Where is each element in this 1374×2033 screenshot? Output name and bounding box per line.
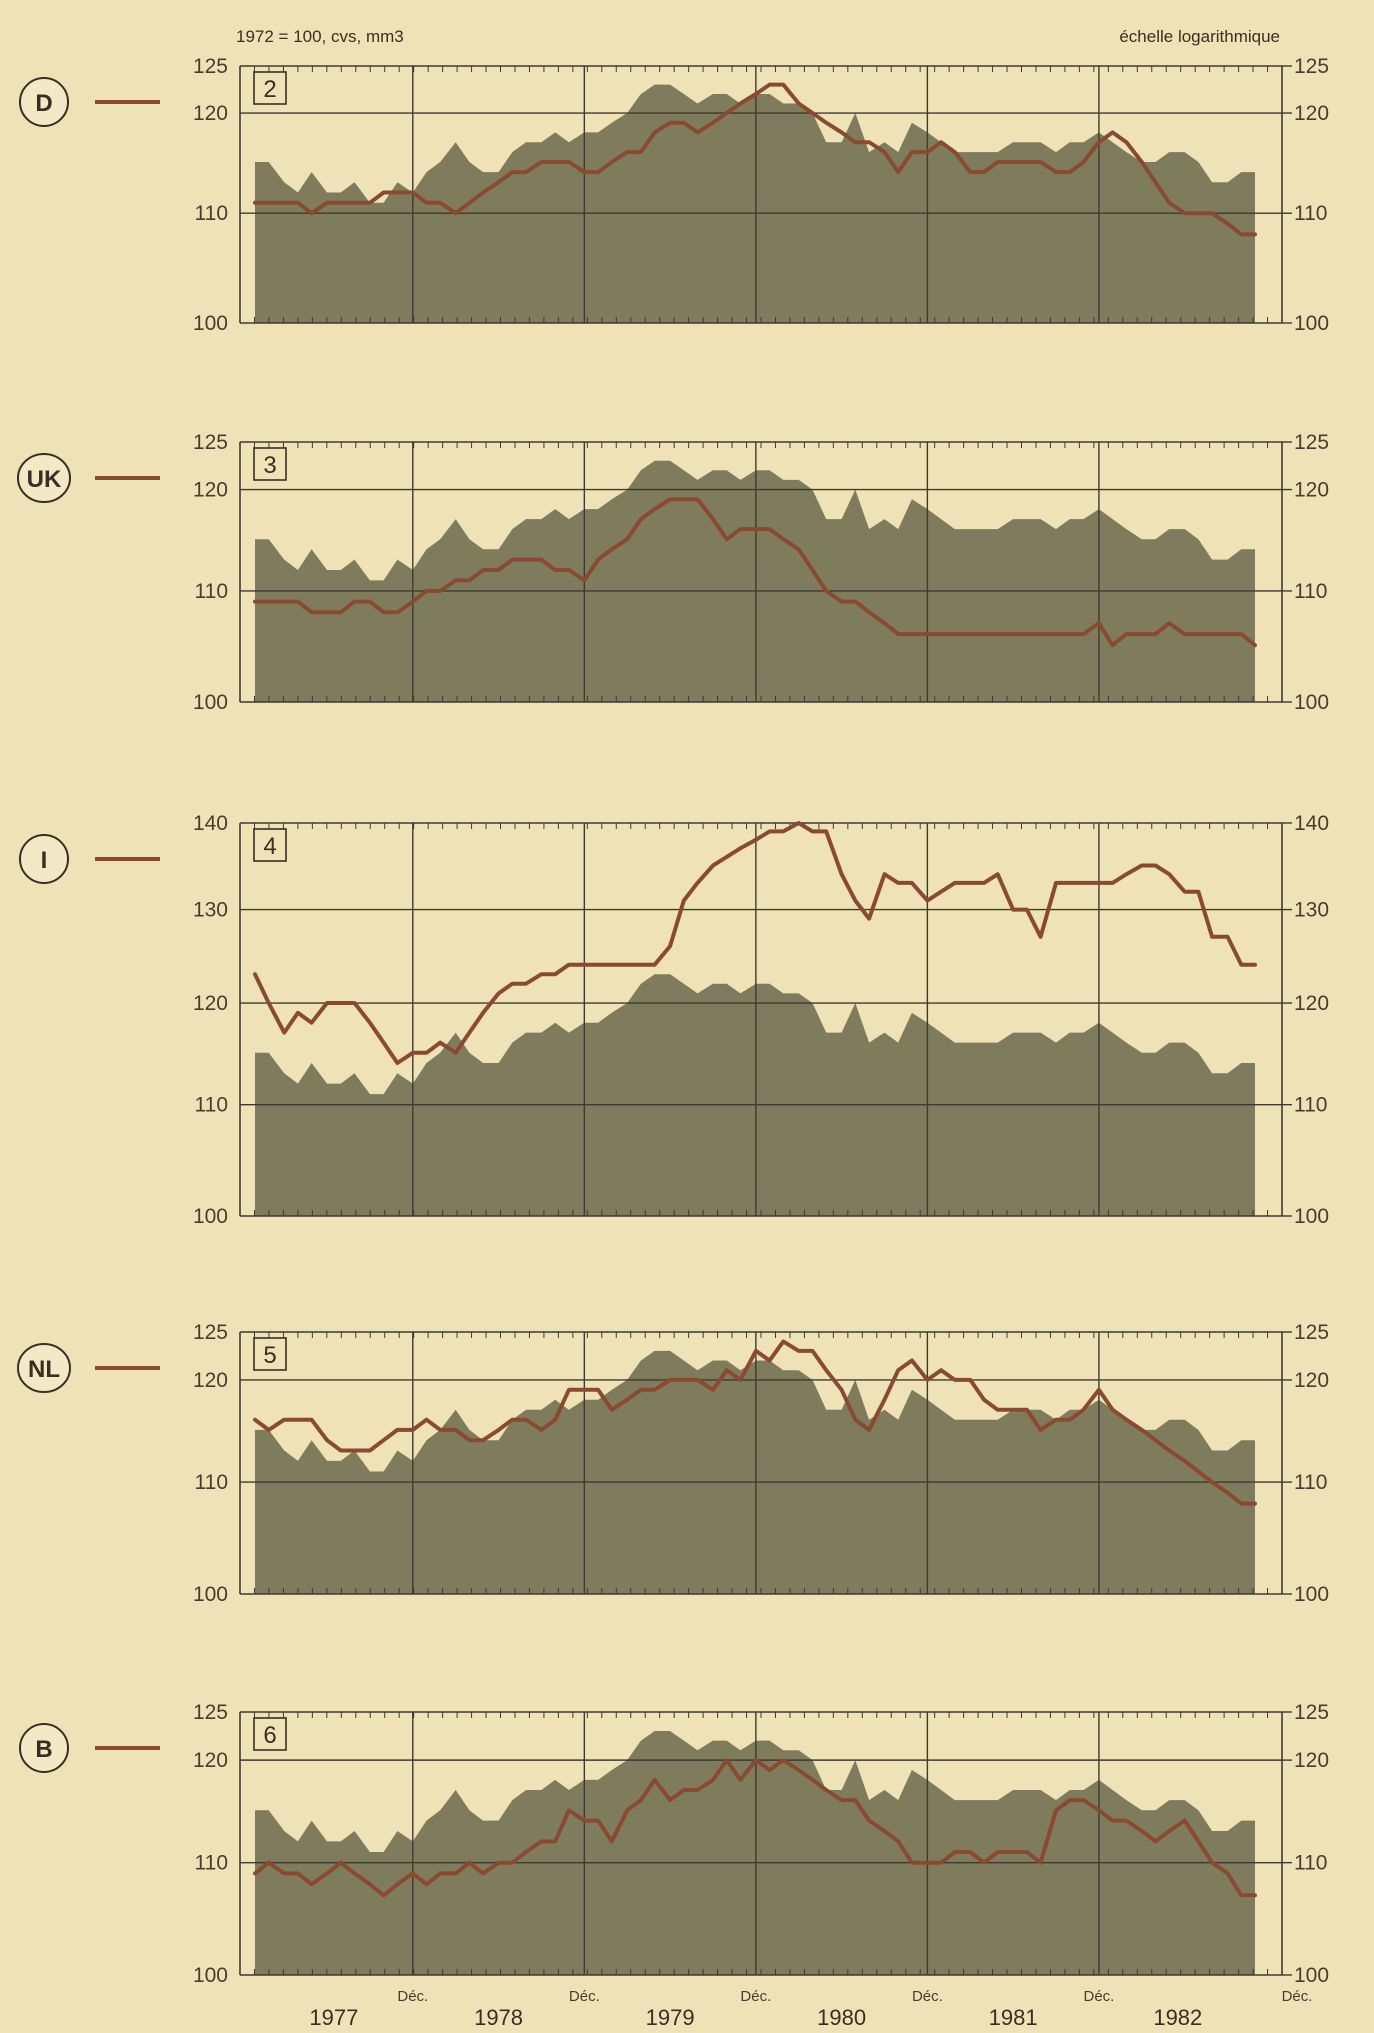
y-tick-right-110: 110 (1294, 202, 1327, 225)
area-series-UK (255, 460, 1255, 702)
y-tick-left-110: 110 (195, 1471, 228, 1494)
year-label-1979: 1979 (646, 2005, 695, 2030)
time-axis: Déc. Déc. Déc. Déc. Déc. Déc. 1977 1978 1979 1980… (309, 1988, 1312, 2030)
panel-3: 100 100 110 110 120 120 125 125 3 UK (17, 431, 1329, 714)
y-tick-right-100: 100 (1294, 312, 1329, 335)
country-badge-UK (17, 453, 71, 503)
y-tick-left-110: 110 (195, 1094, 228, 1117)
country-label: I (41, 847, 48, 874)
area-series-B (255, 1731, 1255, 1975)
y-tick-right-125: 125 (1294, 55, 1329, 78)
panel-number-box (253, 828, 287, 862)
panel-5: 100 100 110 110 120 120 125 125 5 NL (17, 1321, 1329, 1606)
y-tick-right-130: 130 (1294, 899, 1329, 922)
y-tick-right-125: 125 (1294, 1701, 1329, 1724)
panel-number: 3 (263, 452, 276, 479)
y-tick-left-125: 125 (193, 55, 228, 78)
y-tick-left-125: 125 (193, 1321, 228, 1344)
panel-6: 100 100 110 110 120 120 125 125 6 B (19, 1701, 1329, 1987)
line-series-I (253, 821, 1257, 1065)
year-label-1977: 1977 (309, 2005, 358, 2030)
area-series-NL (255, 1350, 1255, 1594)
year-label-1982: 1982 (1153, 2005, 1202, 2030)
panel-number: 4 (263, 833, 276, 860)
panel-4: 100 100 110 110 120 120 130 130 140 140 4 I (19, 812, 1329, 1228)
y-tick-left-100: 100 (193, 1583, 228, 1606)
y-tick-right-110: 110 (1294, 580, 1327, 603)
y-tick-left-125: 125 (193, 1701, 228, 1724)
y-tick-right-110: 110 (1294, 1094, 1327, 1117)
panel-number: 2 (263, 76, 276, 103)
y-tick-left-120: 120 (193, 1749, 228, 1772)
dec-tick-label: Déc. (740, 1988, 771, 2005)
y-tick-right-125: 125 (1294, 1321, 1329, 1344)
country-label: B (35, 1736, 52, 1763)
y-tick-right-110: 110 (1294, 1852, 1327, 1875)
y-tick-left-120: 120 (193, 479, 228, 502)
y-tick-left-125: 125 (193, 431, 228, 454)
y-tick-left-120: 120 (193, 102, 228, 125)
y-tick-right-120: 120 (1294, 102, 1329, 125)
country-label: UK (27, 466, 62, 493)
country-label: D (35, 90, 52, 117)
line-series-B (253, 1758, 1257, 1898)
dec-tick-label: Déc. (1083, 1988, 1114, 2005)
panel-number: 6 (263, 1722, 276, 1749)
y-tick-left-140: 140 (193, 812, 228, 835)
y-tick-right-100: 100 (1294, 1583, 1329, 1606)
y-tick-right-125: 125 (1294, 431, 1329, 454)
panel-number-box (253, 71, 287, 105)
y-tick-right-120: 120 (1294, 1369, 1329, 1392)
y-tick-left-100: 100 (193, 312, 228, 335)
dec-tick-label: Déc. (1282, 1988, 1313, 2005)
y-tick-left-110: 110 (195, 1852, 228, 1875)
y-tick-left-110: 110 (195, 202, 228, 225)
y-tick-left-120: 120 (193, 1369, 228, 1392)
y-tick-right-110: 110 (1294, 1471, 1327, 1494)
line-series-NL (253, 1339, 1257, 1506)
panel-number-box (253, 1337, 287, 1371)
y-tick-right-140: 140 (1294, 812, 1329, 835)
y-tick-left-100: 100 (193, 1964, 228, 1987)
scale-note: échelle logarithmique (1119, 27, 1280, 46)
y-tick-right-120: 120 (1294, 1749, 1329, 1772)
area-series-I (255, 974, 1255, 1216)
y-tick-right-120: 120 (1294, 479, 1329, 502)
panel-number-box (253, 1717, 287, 1751)
panel-number-box (253, 447, 287, 481)
unit-note: 1972 = 100, cvs, mm3 (236, 27, 404, 46)
panels-group: 100 100 110 110 120 120 125 125 2 D 100 100 110 110 12… (17, 55, 1329, 1987)
dec-tick-label: Déc. (912, 1988, 943, 2005)
country-label: NL (28, 1356, 60, 1383)
country-badge-I (19, 834, 69, 884)
y-tick-left-100: 100 (193, 691, 228, 714)
y-tick-left-100: 100 (193, 1205, 228, 1228)
line-series-UK (253, 497, 1257, 648)
y-tick-right-100: 100 (1294, 1205, 1329, 1228)
y-tick-left-130: 130 (193, 899, 228, 922)
year-label-1980: 1980 (817, 2005, 866, 2030)
country-badge-NL (17, 1343, 71, 1393)
area-series-D (255, 84, 1255, 323)
year-label-1981: 1981 (989, 2005, 1038, 2030)
country-badge-D (19, 77, 69, 127)
y-tick-left-110: 110 (195, 580, 228, 603)
dec-tick-label: Déc. (397, 1988, 428, 2005)
y-tick-right-100: 100 (1294, 691, 1329, 714)
y-tick-right-100: 100 (1294, 1964, 1329, 1987)
dec-tick-label: Déc. (569, 1988, 600, 2005)
y-tick-right-120: 120 (1294, 992, 1329, 1015)
year-label-1978: 1978 (474, 2005, 523, 2030)
line-series-D (253, 82, 1257, 237)
country-badge-B (19, 1723, 69, 1773)
panel-number: 5 (263, 1342, 276, 1369)
y-tick-left-120: 120 (193, 992, 228, 1015)
panel-2: 100 100 110 110 120 120 125 125 2 D (19, 55, 1329, 335)
